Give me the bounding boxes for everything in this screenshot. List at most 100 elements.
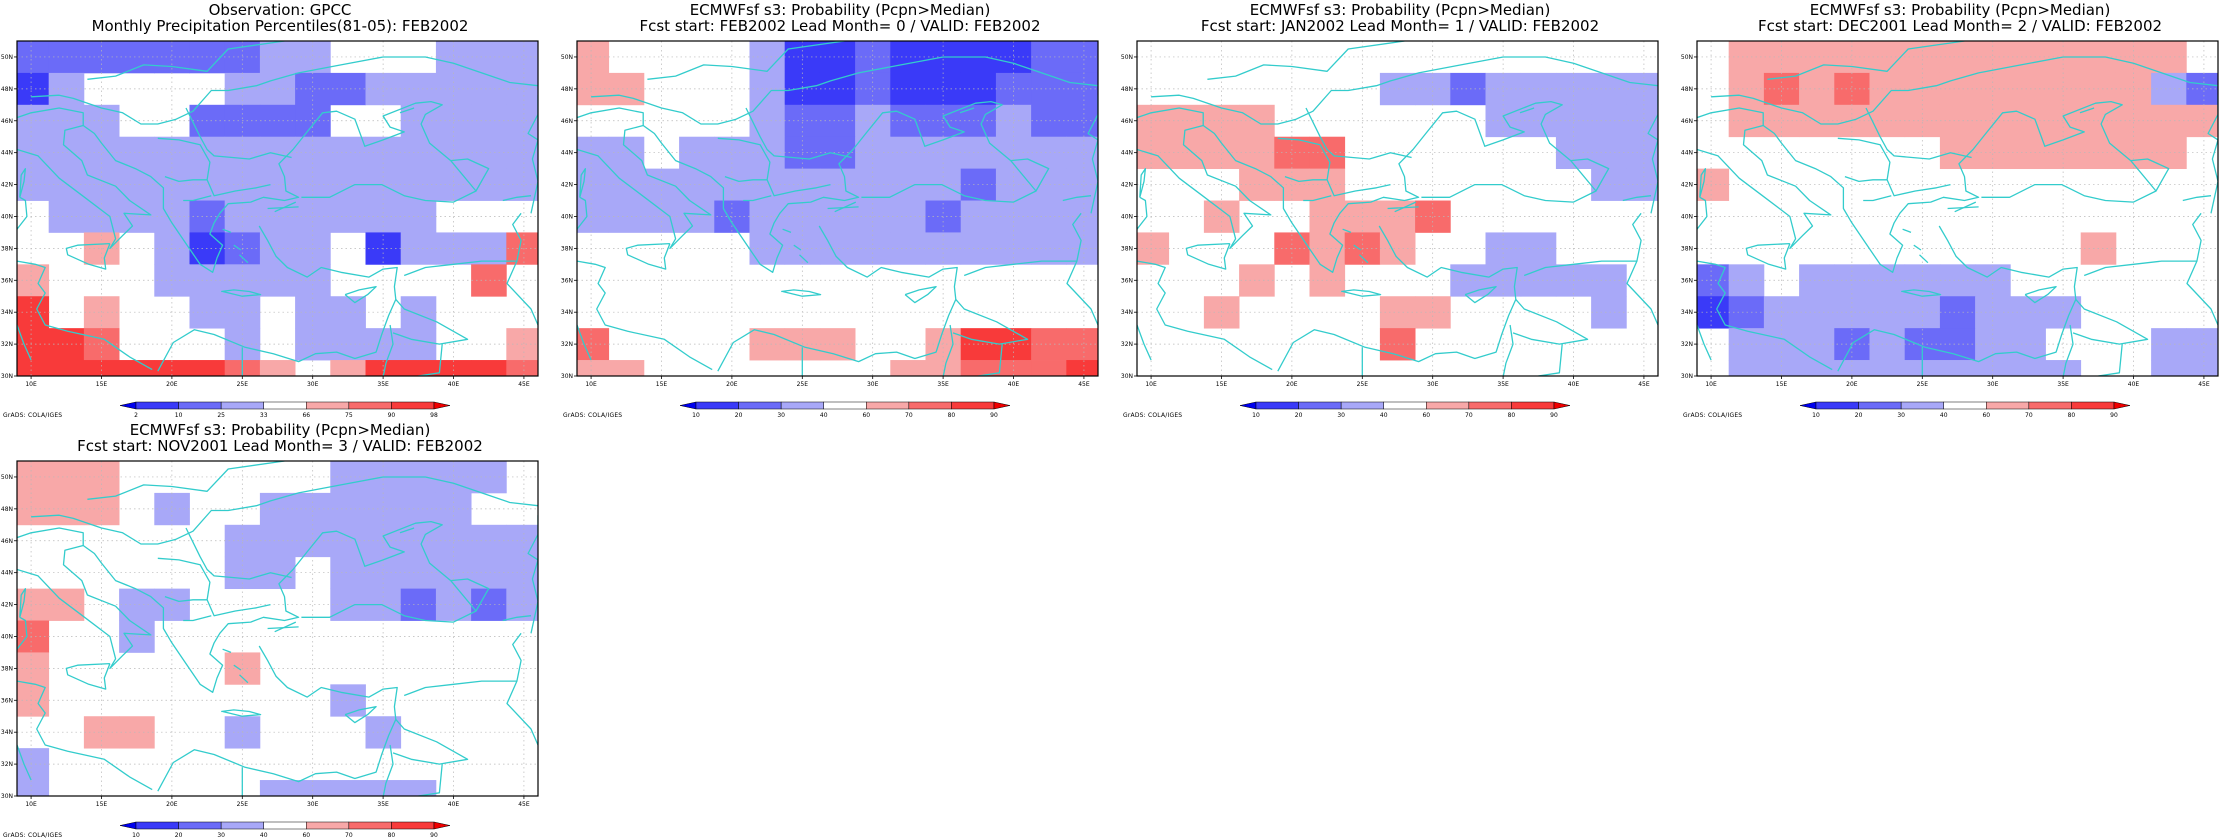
x-tick-label: 35E [377, 381, 389, 388]
coastline-path [1947, 206, 1979, 210]
y-tick-label: 34N [561, 309, 573, 316]
heatmap-cell [330, 492, 366, 526]
map-svg: 10E 15E 20E 25E 30E 35E 40E 45E 30N 32N 34N 36N 38N 4… [1, 40, 560, 419]
coastline-path [274, 201, 297, 213]
coastline-path [19, 587, 27, 618]
coastline-path [382, 324, 394, 376]
colorbar-label: 80 [948, 412, 956, 419]
colorbar-segment [1900, 401, 1944, 410]
y-tick-label: 32N [1, 761, 13, 768]
heatmap-cell [2186, 328, 2218, 361]
heatmap-cell [1168, 104, 1205, 138]
colorbar-label: 70 [2025, 412, 2033, 419]
colorbar-label: 33 [260, 412, 268, 419]
y-tick-label: 50N [1, 474, 13, 481]
coastline-path [1837, 137, 1951, 197]
coastline-path [185, 527, 292, 580]
coastline-path [1767, 41, 1965, 80]
coastline-path [274, 621, 297, 633]
coastline-path [782, 228, 792, 234]
heatmap-cell [48, 104, 85, 138]
coastline-path [1284, 175, 1328, 183]
heatmap-cell [542, 137, 560, 169]
heatmap-cell [48, 200, 85, 233]
coastline-path [506, 260, 538, 326]
heatmap-cell [1728, 104, 1765, 138]
heatmap-cell [1975, 360, 2011, 376]
y-tick-label: 30N [561, 373, 573, 380]
coastline-path [382, 744, 394, 796]
panel-subtitle: Fcst start: JAN2002 Lead Month= 1 / VALI… [1200, 17, 1600, 35]
y-tick-label: 42N [1121, 182, 1133, 189]
colorbar-segment [220, 821, 264, 830]
coastline-path [502, 615, 532, 622]
coastline-path [1865, 107, 1972, 160]
heatmap-cell [542, 73, 560, 105]
colorbar-segment [679, 401, 697, 410]
colorbar: 10 20 30 40 60 70 80 90 [119, 821, 451, 839]
x-tick-label: 30E [1427, 381, 1439, 388]
plot-frame [16, 40, 539, 377]
map-panel: ECMWFsf s3: Probability (Pcpn>Median) Fcs… [1120, 0, 1680, 420]
colorbar-segment [695, 401, 739, 410]
coastline-path [1185, 242, 1231, 270]
heatmap-cell [855, 168, 891, 201]
y-tick-label: 44N [1681, 150, 1693, 157]
colorbar-segment [119, 401, 137, 410]
x-tick-label: 20E [166, 381, 178, 388]
x-tick-label: 10E [585, 381, 597, 388]
coastline-path [157, 225, 398, 372]
heatmap-cell [1662, 201, 1680, 233]
y-tick-label: 36N [1, 277, 13, 284]
heatmap-cell [542, 105, 560, 137]
coastline-path [1010, 158, 1050, 192]
heatmap-cell [330, 461, 366, 494]
heatmap-cell [890, 104, 926, 138]
x-tick-label: 45E [518, 801, 530, 808]
coastline-path [17, 196, 28, 230]
coastline-path [17, 520, 477, 693]
colorbar-segment [391, 821, 435, 830]
heatmap-cell [1450, 72, 1486, 106]
coastline-path [1570, 158, 1610, 192]
coastline-path [344, 286, 377, 304]
coastline-path [17, 260, 153, 371]
heatmap-cell [1763, 360, 1800, 376]
heatmap-cell [506, 328, 538, 361]
colorbar-segment [1858, 401, 1902, 410]
coastline-path [2186, 260, 2218, 326]
graticule [17, 41, 538, 376]
coastline-path [1711, 56, 2218, 125]
heatmap-cell [890, 72, 926, 106]
heatmap-cell [1728, 296, 1765, 329]
colorbar-label: 10 [175, 412, 183, 419]
heatmap-cell [119, 716, 155, 749]
heatmap-cell [1102, 105, 1120, 137]
coastline-path [963, 212, 1082, 277]
graticule [1697, 41, 2218, 376]
colorbar-segment [1298, 401, 1342, 410]
panel-subtitle: Monthly Precipitation Percentiles(81-05)… [91, 17, 469, 35]
colorbar-label: 40 [820, 412, 828, 419]
heatmap-cell [1799, 360, 1835, 376]
coastline-path [577, 196, 588, 230]
heatmap-cell [2222, 360, 2240, 392]
heatmap-cells [17, 461, 538, 796]
x-tick-label: 40E [1008, 381, 1020, 388]
heatmap-cells [577, 41, 1120, 376]
heatmap-cell [1031, 360, 1067, 376]
heatmap-cell [1102, 169, 1120, 201]
coastline-path [87, 461, 285, 500]
colorbar-label: 30 [777, 412, 785, 419]
heatmap-cell [506, 360, 538, 376]
colorbar-label: 60 [862, 412, 870, 419]
heatmap-cell [542, 328, 560, 360]
y-tick-label: 46N [561, 118, 573, 125]
coastline-path [157, 645, 398, 792]
coastline-path [1954, 201, 1977, 213]
y-tick-label: 36N [1, 697, 13, 704]
colorbar-label: 10 [692, 412, 700, 419]
heatmap-cell [2045, 360, 2082, 376]
coastline-path [904, 286, 937, 304]
heatmap-cell [1799, 264, 1835, 297]
